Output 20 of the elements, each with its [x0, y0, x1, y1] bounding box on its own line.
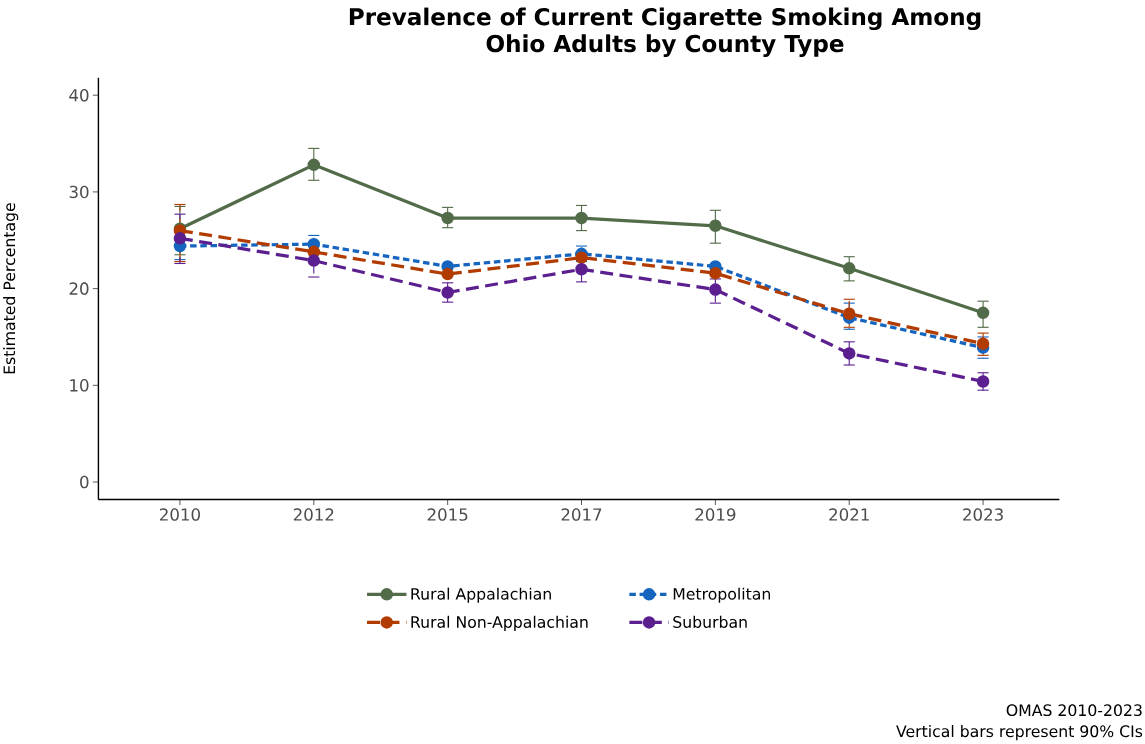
- y-tick-label: 10: [70, 379, 89, 392]
- x-tick-label: 2023: [963, 508, 1003, 521]
- x-tick-label: 2021: [829, 508, 869, 521]
- legend-label: Suburban: [673, 615, 747, 628]
- text: OMAS 2010-2023: [1006, 704, 1142, 717]
- x-tick-label: 2015: [427, 508, 468, 521]
- y-axis-title: Estimated Percentage: [3, 203, 19, 374]
- text: Vertical bars represent 90% CIs: [896, 724, 1143, 741]
- chart-title: Prevalence of Current Cigarette Smoking Among Ohio Adults by County Type: [349, 7, 981, 57]
- legend-label: Rural Appalachian: [411, 587, 551, 603]
- y-tick-label: 20: [69, 282, 89, 295]
- x-tick-label: 2017: [561, 508, 602, 521]
- legend-label: Rural Non-Appalachian: [411, 615, 588, 631]
- legend-label: Metropolitan: [673, 587, 771, 603]
- y-tick-label: 30: [69, 185, 89, 199]
- y-tick-label: 0: [80, 475, 89, 489]
- x-tick-label: 2019: [695, 508, 736, 521]
- x-tick-label: 2012: [293, 508, 334, 521]
- y-tick-label: 40: [69, 88, 89, 102]
- x-tick-label: 2010: [160, 508, 200, 521]
